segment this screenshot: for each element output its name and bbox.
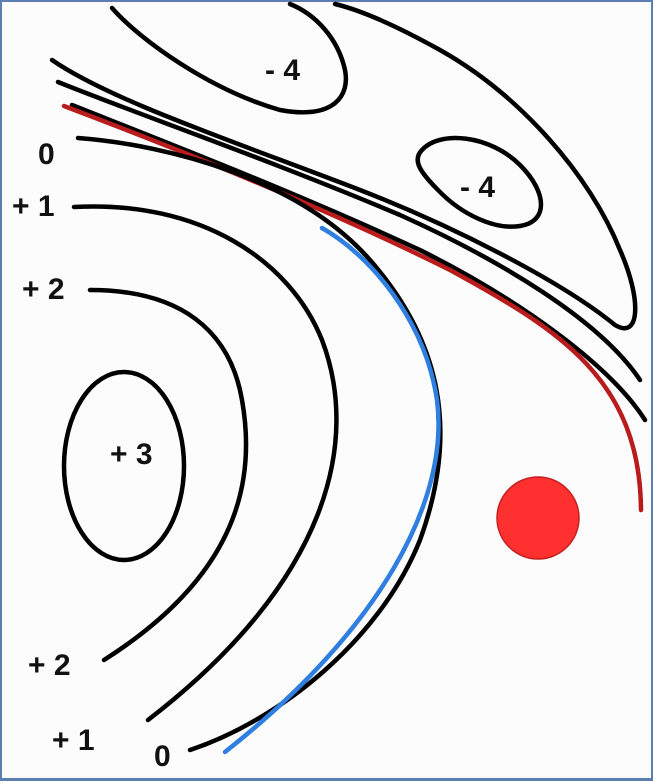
- red-point: [496, 476, 580, 560]
- label-plus2-bottom: + 2: [28, 649, 71, 682]
- label-minus4-right: - 4: [460, 171, 495, 204]
- contour-plus2: [87, 287, 249, 663]
- contour-plus1: [71, 204, 339, 723]
- contour-outer-loop: [49, 1, 638, 331]
- contour-minus4-top: [109, 1, 349, 115]
- contour-parallel-2: [69, 102, 648, 423]
- blue-curve: [222, 225, 441, 755]
- label-minus4-top: - 4: [265, 54, 300, 87]
- contour-plus3: [61, 369, 187, 563]
- contour-minus4-right: [415, 135, 544, 229]
- label-plus1-top: + 1: [12, 190, 55, 223]
- contour-parallel-1: [55, 79, 643, 383]
- label-plus2-top: + 2: [22, 273, 65, 306]
- label-plus1-bottom: + 1: [52, 724, 95, 757]
- label-zero-bottom: 0: [154, 740, 171, 773]
- label-zero-top: 0: [38, 138, 55, 171]
- label-plus3-center: + 3: [110, 438, 153, 471]
- red-curve: [61, 103, 644, 513]
